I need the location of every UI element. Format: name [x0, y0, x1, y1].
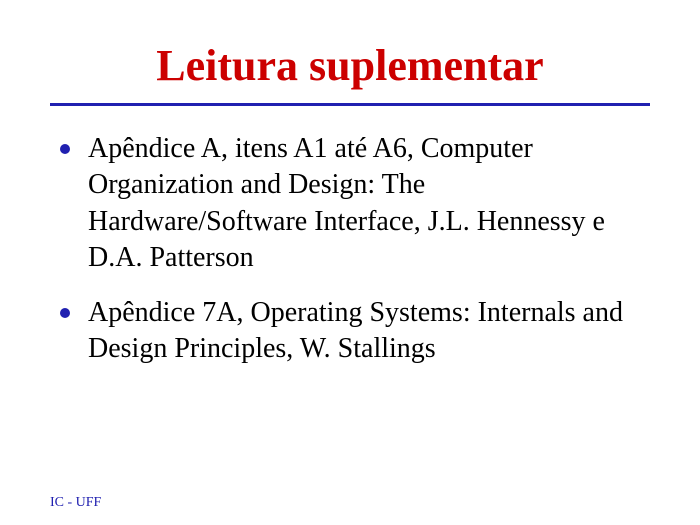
title-divider: [50, 103, 650, 106]
slide-container: Leitura suplementar Apêndice A, itens A1…: [0, 0, 700, 525]
bullet-list: Apêndice A, itens A1 até A6, Computer Or…: [50, 131, 650, 367]
list-item: Apêndice 7A, Operating Systems: Internal…: [60, 295, 650, 368]
bullet-text: Apêndice 7A, Operating Systems: Internal…: [88, 295, 650, 368]
bullet-text: Apêndice A, itens A1 até A6, Computer Or…: [88, 131, 650, 277]
slide-footer: IC - UFF: [50, 495, 101, 511]
bullet-icon: [60, 144, 70, 154]
bullet-icon: [60, 308, 70, 318]
slide-title: Leitura suplementar: [50, 40, 650, 91]
list-item: Apêndice A, itens A1 até A6, Computer Or…: [60, 131, 650, 277]
